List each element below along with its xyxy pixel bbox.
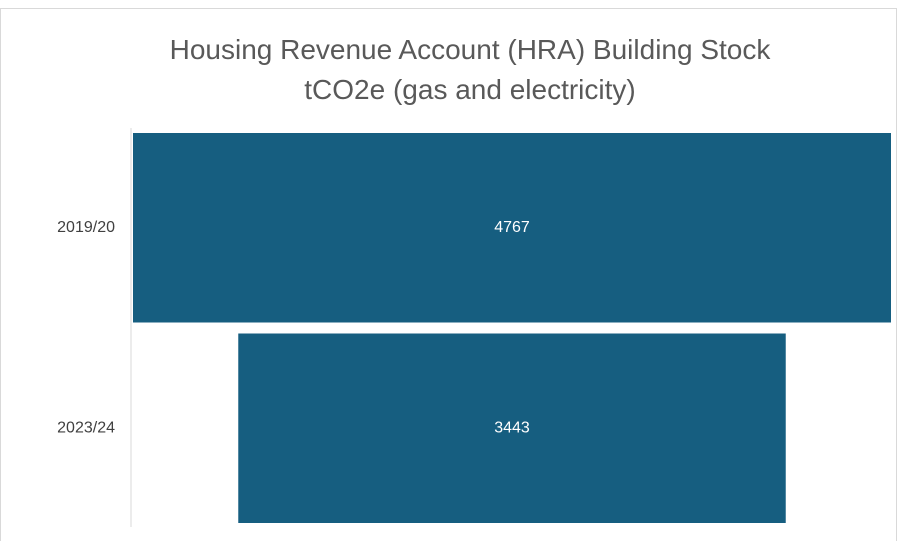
chart-title: Housing Revenue Account (HRA) Building S… [169,34,771,105]
category-label: 2019/20 [57,219,115,236]
category-label: 2023/24 [57,419,115,436]
funnel-bar [238,333,786,523]
data-label: 3443 [494,419,530,436]
data-label: 4767 [494,219,530,236]
funnel-bar [133,133,891,323]
